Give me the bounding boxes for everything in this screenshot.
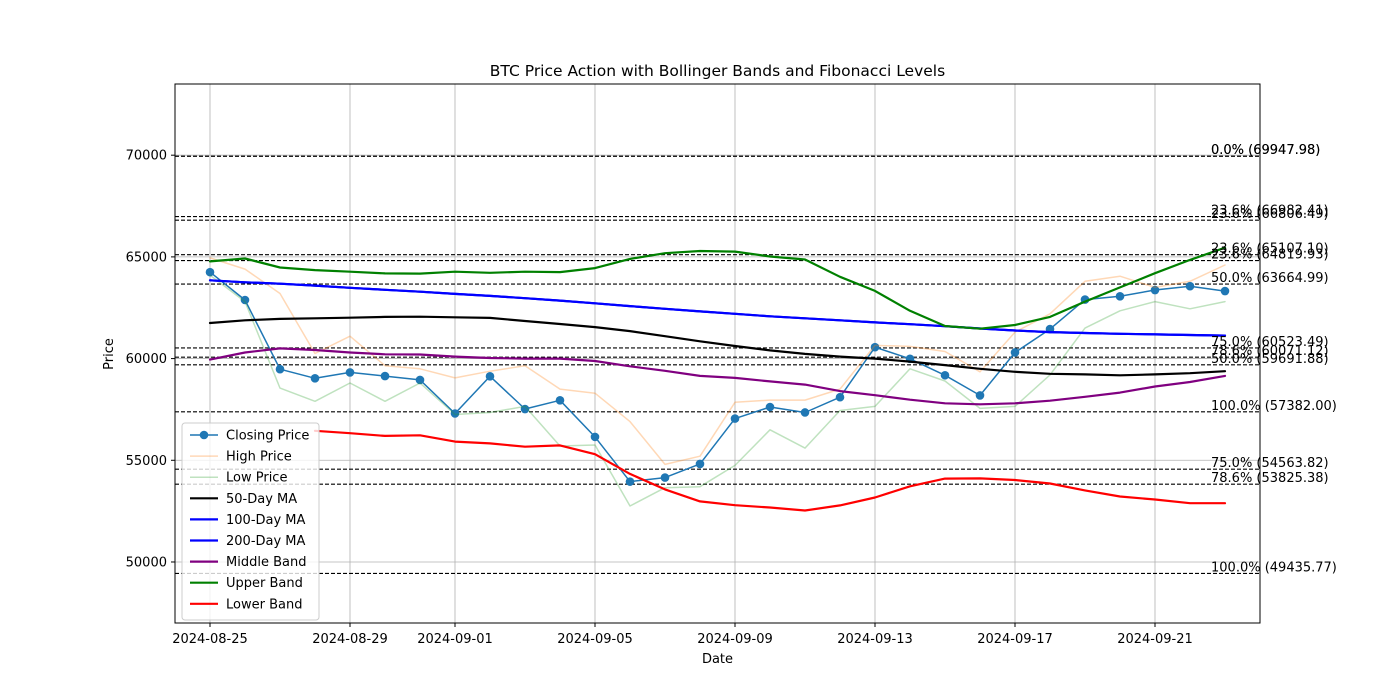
plot-frame — [174, 83, 1261, 624]
data-point-closing-price — [380, 371, 390, 381]
fibonacci-label: 75.0% (60523.49) — [1211, 335, 1329, 350]
x-tick-label: 2024-09-01 — [417, 632, 493, 647]
legend: Closing Price High Price Low Price 50-Day M… — [181, 422, 320, 621]
fibonacci-label: 0.0% (69947.98) — [1211, 143, 1320, 158]
data-point-closing-price — [520, 404, 530, 414]
data-point-closing-price — [1185, 281, 1195, 291]
data-point-closing-price — [205, 267, 215, 277]
y-tick-label: 60000 — [126, 352, 167, 367]
legend-label: Closing Price — [226, 429, 309, 444]
data-point-closing-price — [345, 368, 355, 377]
fibonacci-label: 23.6% (64819.93) — [1211, 248, 1329, 263]
y-axis-title: Price — [102, 338, 117, 370]
fibonacci-label: 23.6% (66982.41) — [1211, 204, 1329, 219]
data-point-closing-price — [415, 375, 425, 385]
data-point-closing-price — [275, 364, 285, 374]
fibonacci-labels: 0.0% (69947.98)0.0% (69947.98)23.6% (669… — [1211, 143, 1337, 575]
series-line-closing-price — [209, 271, 1226, 483]
data-point-closing-price — [1220, 286, 1230, 296]
legend-label: 100-Day MA — [226, 513, 306, 528]
chart-title: BTC Price Action with Bollinger Bands an… — [490, 62, 945, 80]
data-point-closing-price — [660, 473, 670, 482]
data-point-closing-price — [1150, 285, 1160, 295]
x-axis: 2024-08-25 2024-08-29 2024-09-01 2024-09-05… — [172, 623, 1193, 647]
y-tick-label: 70000 — [126, 149, 167, 164]
data-point-closing-price — [765, 402, 775, 412]
data-point-closing-price — [975, 391, 985, 400]
x-tick-label: 2024-08-29 — [312, 632, 388, 647]
legend-label: High Price — [226, 450, 292, 465]
data-point-closing-price — [1010, 348, 1020, 357]
fibonacci-label: 50.0% (59691.88) — [1211, 352, 1329, 367]
fibonacci-label: 0.0% (69947.98) — [1211, 143, 1320, 158]
fibonacci-label: 100.0% (57382.00) — [1211, 399, 1337, 414]
data-point-closing-price — [310, 374, 320, 383]
fibonacci-label: 78.6% (60071.12) — [1211, 344, 1329, 359]
fibonacci-label: 23.6% (65107.10) — [1211, 242, 1329, 257]
data-point-closing-price — [1115, 292, 1125, 301]
fibonacci-label: 100.0% (49435.77) — [1211, 560, 1337, 575]
data-point-closing-price — [625, 477, 635, 486]
data-point-closing-price — [590, 432, 600, 442]
series-line-50-day-ma — [208, 315, 1227, 377]
x-tick-label: 2024-09-21 — [1117, 632, 1193, 647]
x-tick-label: 2024-09-05 — [557, 632, 633, 647]
fibonacci-label: 75.0% (54563.82) — [1211, 456, 1329, 471]
legend-label: Low Price — [226, 471, 287, 486]
y-tick-label: 65000 — [126, 250, 167, 265]
legend-label: Upper Band — [226, 576, 303, 591]
legend-label: Middle Band — [226, 555, 306, 570]
legend-marker — [199, 430, 209, 440]
x-axis-title: Date — [702, 652, 733, 667]
data-point-closing-price — [485, 371, 495, 381]
x-tick-label: 2024-09-13 — [837, 632, 913, 647]
series-layer — [205, 246, 1230, 512]
fibonacci-label: 78.6% (53825.38) — [1211, 471, 1329, 486]
series-line-middle-band — [208, 347, 1227, 406]
data-point-closing-price — [800, 408, 810, 417]
y-axis: 50000 55000 60000 65000 70000 — [126, 149, 175, 570]
fibonacci-label: 23.6% (66806.49) — [1211, 207, 1329, 222]
data-point-closing-price — [555, 395, 565, 405]
legend-box — [181, 422, 320, 621]
series-line-low-price — [209, 274, 1226, 507]
data-point-closing-price — [835, 392, 845, 402]
legend-label: 200-Day MA — [226, 534, 306, 549]
data-point-closing-price — [730, 414, 740, 423]
x-tick-label: 2024-08-25 — [172, 632, 248, 647]
fibonacci-lines — [175, 155, 1260, 575]
data-point-closing-price — [695, 459, 705, 469]
grid — [175, 84, 1260, 623]
data-point-closing-price — [240, 295, 250, 305]
data-point-closing-price — [940, 370, 950, 380]
series-line-upper-band — [208, 246, 1227, 330]
y-tick-label: 55000 — [126, 454, 167, 469]
series-line-200-day-ma — [208, 279, 1227, 337]
y-tick-label: 50000 — [126, 555, 167, 570]
x-tick-label: 2024-09-17 — [977, 632, 1053, 647]
series-line-lower-band — [313, 429, 1227, 512]
series-line-high-price — [209, 257, 1226, 466]
x-tick-label: 2024-09-09 — [697, 632, 773, 647]
legend-label: 50-Day MA — [226, 492, 297, 507]
data-point-closing-price — [870, 342, 880, 352]
legend-label: Lower Band — [226, 597, 302, 612]
fibonacci-label: 50.0% (63664.99) — [1211, 271, 1329, 286]
data-point-closing-price — [450, 409, 460, 418]
